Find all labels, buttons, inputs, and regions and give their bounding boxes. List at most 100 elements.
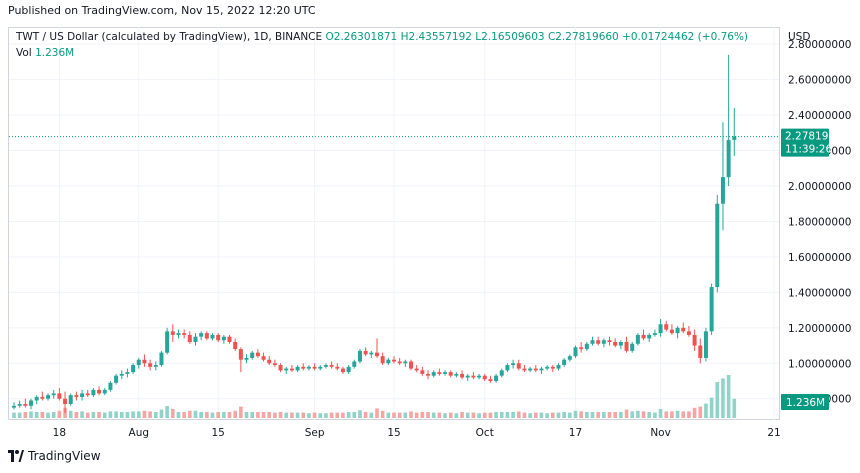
candle-body[interactable] bbox=[562, 359, 567, 366]
candle-body[interactable] bbox=[199, 333, 204, 337]
candle-body[interactable] bbox=[703, 331, 708, 358]
candle-body[interactable] bbox=[335, 366, 340, 369]
candle-body[interactable] bbox=[369, 352, 374, 355]
candle-body[interactable] bbox=[216, 334, 221, 341]
candle-body[interactable] bbox=[477, 375, 482, 378]
candle-body[interactable] bbox=[573, 347, 578, 357]
candle-body[interactable] bbox=[68, 395, 73, 405]
candle-body[interactable] bbox=[17, 404, 22, 406]
candle-body[interactable] bbox=[272, 363, 277, 366]
candle-body[interactable] bbox=[85, 393, 90, 396]
candle-body[interactable] bbox=[176, 333, 181, 335]
candle-body[interactable] bbox=[624, 342, 629, 351]
candle-body[interactable] bbox=[732, 136, 737, 140]
candle-body[interactable] bbox=[596, 340, 601, 344]
candle-body[interactable] bbox=[550, 366, 555, 369]
candle-body[interactable] bbox=[136, 359, 141, 366]
candle-body[interactable] bbox=[652, 333, 657, 335]
candle-body[interactable] bbox=[159, 352, 164, 366]
candle-body[interactable] bbox=[528, 368, 533, 371]
candle-body[interactable] bbox=[635, 334, 640, 344]
candle-body[interactable] bbox=[511, 363, 516, 366]
candle-body[interactable] bbox=[357, 350, 362, 362]
candle-body[interactable] bbox=[681, 327, 686, 332]
candle-body[interactable] bbox=[454, 373, 459, 376]
candle-body[interactable] bbox=[420, 370, 425, 374]
candle-body[interactable] bbox=[618, 342, 623, 346]
candle-body[interactable] bbox=[102, 389, 107, 394]
candle-body[interactable] bbox=[488, 379, 493, 381]
candle-body[interactable] bbox=[340, 368, 345, 373]
candle-body[interactable] bbox=[40, 396, 45, 399]
candle-body[interactable] bbox=[12, 405, 16, 408]
candle-body[interactable] bbox=[471, 375, 476, 378]
candle-body[interactable] bbox=[227, 336, 232, 342]
candle-body[interactable] bbox=[306, 366, 311, 369]
candle-body[interactable] bbox=[545, 366, 550, 369]
candle-body[interactable] bbox=[380, 356, 385, 364]
candle-body[interactable] bbox=[29, 400, 34, 406]
candle-body[interactable] bbox=[584, 343, 589, 350]
tradingview-logo[interactable]: TradingView bbox=[8, 449, 101, 463]
candle-body[interactable] bbox=[726, 139, 731, 178]
candle-body[interactable] bbox=[522, 368, 527, 371]
candle-body[interactable] bbox=[397, 361, 402, 364]
candle-body[interactable] bbox=[641, 334, 646, 339]
candle-body[interactable] bbox=[431, 372, 436, 376]
candle-body[interactable] bbox=[494, 375, 499, 381]
candle-body[interactable] bbox=[607, 340, 612, 342]
candle-body[interactable] bbox=[261, 356, 266, 360]
candle-body[interactable] bbox=[318, 366, 323, 369]
candle-body[interactable] bbox=[386, 359, 391, 364]
candle-body[interactable] bbox=[250, 352, 255, 358]
candle-body[interactable] bbox=[482, 375, 487, 380]
candle-body[interactable] bbox=[46, 395, 51, 399]
candle-body[interactable] bbox=[244, 357, 249, 360]
candle-body[interactable] bbox=[579, 347, 584, 350]
candle-body[interactable] bbox=[289, 368, 294, 371]
candle-body[interactable] bbox=[278, 365, 283, 371]
candle-body[interactable] bbox=[692, 334, 697, 346]
candle-body[interactable] bbox=[346, 366, 351, 373]
candle-body[interactable] bbox=[210, 334, 215, 339]
candle-body[interactable] bbox=[499, 370, 504, 376]
candle-body[interactable] bbox=[613, 342, 618, 346]
candle-body[interactable] bbox=[516, 363, 521, 369]
candle-body[interactable] bbox=[131, 365, 136, 373]
candle-body[interactable] bbox=[63, 398, 68, 405]
candle-body[interactable] bbox=[57, 393, 62, 399]
candle-body[interactable] bbox=[465, 375, 470, 378]
candle-body[interactable] bbox=[329, 365, 334, 367]
candle-body[interactable] bbox=[51, 393, 56, 396]
candle-body[interactable] bbox=[165, 331, 170, 353]
candle-body[interactable] bbox=[675, 327, 680, 334]
candle-body[interactable] bbox=[698, 345, 703, 358]
symbol-label[interactable]: TWT / US Dollar (calculated by TradingVi… bbox=[16, 31, 323, 43]
candle-body[interactable] bbox=[720, 177, 725, 204]
candle-body[interactable] bbox=[238, 349, 243, 360]
candle-body[interactable] bbox=[443, 372, 448, 374]
candle-body[interactable] bbox=[448, 372, 453, 376]
candle-body[interactable] bbox=[539, 368, 544, 371]
candle-body[interactable] bbox=[323, 365, 328, 367]
candle-body[interactable] bbox=[556, 365, 561, 369]
candle-body[interactable] bbox=[125, 372, 130, 374]
candle-body[interactable] bbox=[148, 363, 153, 367]
candle-body[interactable] bbox=[601, 340, 606, 344]
volume-label[interactable]: Vol bbox=[16, 47, 32, 59]
candle-body[interactable] bbox=[414, 368, 419, 371]
candle-body[interactable] bbox=[686, 331, 691, 335]
candle-body[interactable] bbox=[114, 375, 119, 383]
candle-body[interactable] bbox=[204, 333, 209, 339]
candle-body[interactable] bbox=[301, 366, 306, 369]
candle-body[interactable] bbox=[34, 396, 39, 401]
candle-body[interactable] bbox=[142, 359, 147, 364]
candle-body[interactable] bbox=[312, 366, 317, 369]
candle-body[interactable] bbox=[437, 372, 442, 374]
candle-body[interactable] bbox=[426, 373, 431, 376]
candle-body[interactable] bbox=[233, 342, 238, 350]
candle-body[interactable] bbox=[664, 324, 669, 330]
candle-body[interactable] bbox=[23, 404, 28, 406]
candle-body[interactable] bbox=[255, 352, 260, 357]
